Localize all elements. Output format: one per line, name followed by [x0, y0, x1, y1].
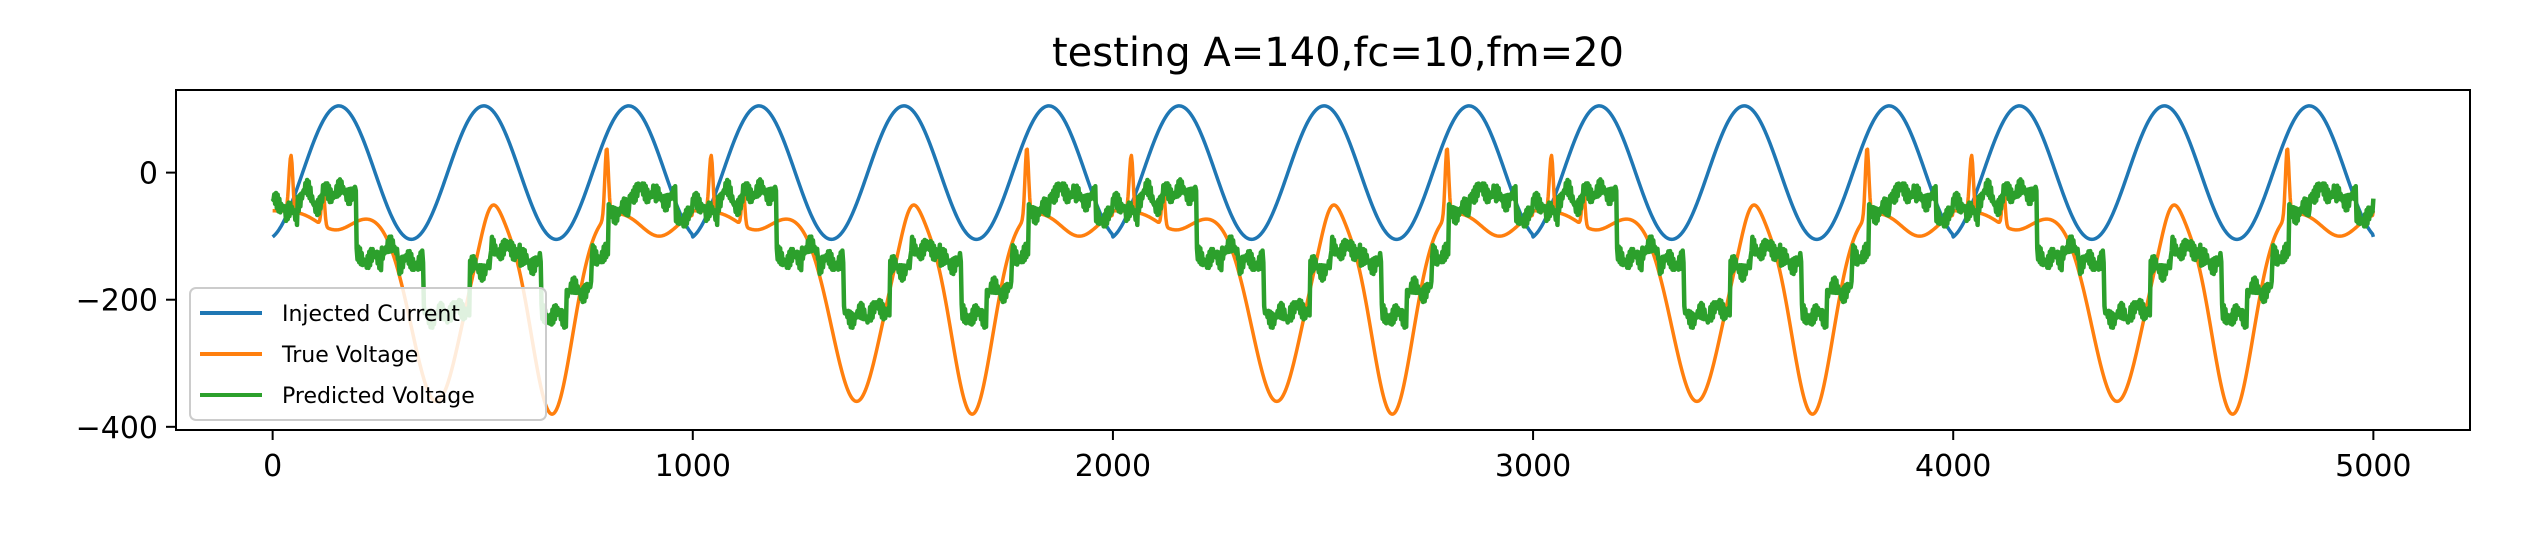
y-axis: 0 −200 −400	[76, 157, 176, 446]
x-tick-label: 3000	[1495, 449, 1571, 484]
x-tick-label: 5000	[2335, 449, 2411, 484]
x-tick-label: 2000	[1075, 449, 1151, 484]
x-tick-label: 1000	[655, 449, 731, 484]
x-axis: 0 1000 2000 3000 4000 5000	[263, 430, 2412, 484]
y-tick-label: 0	[139, 157, 158, 192]
legend-label-predicted-voltage: Predicted Voltage	[282, 384, 475, 409]
y-tick-label: −400	[76, 411, 158, 446]
y-tick-label: −200	[76, 284, 158, 319]
x-tick-label: 4000	[1915, 449, 1991, 484]
chart-title: testing A=140,fc=10,fm=20	[1052, 30, 1624, 76]
legend: Injected Current True Voltage Predicted …	[189, 287, 547, 421]
legend-box	[189, 287, 547, 421]
series-line-predicted-voltage	[270, 177, 2376, 330]
legend-label-true-voltage: True Voltage	[281, 343, 418, 368]
series-line-injected-current	[271, 104, 2376, 242]
x-tick-label: 0	[263, 449, 282, 484]
legend-label-injected-current: Injected Current	[282, 302, 460, 327]
series-layer	[270, 104, 2376, 416]
